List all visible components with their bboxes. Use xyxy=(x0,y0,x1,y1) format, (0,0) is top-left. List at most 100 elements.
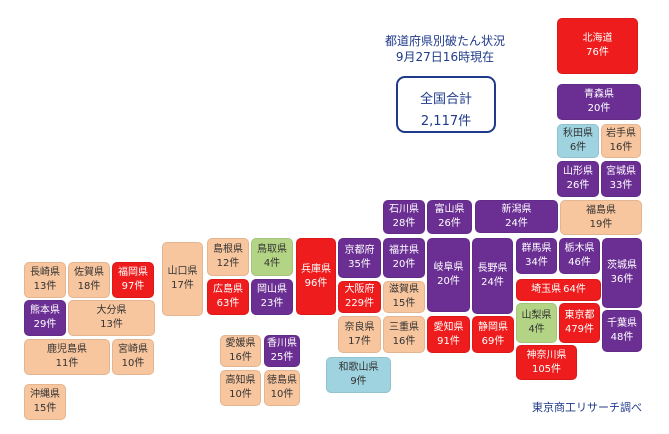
pref-name-label: 岩手県 xyxy=(606,128,636,139)
pref-name-label: 三重県 xyxy=(389,321,419,333)
pref-gunma: 群馬県 34件 xyxy=(516,238,557,274)
pref-shiga: 滋賀県 15件 xyxy=(383,281,425,313)
pref-name-label: 愛知県 xyxy=(433,321,464,333)
pref-name-label: 沖縄県 xyxy=(30,389,60,400)
pref-name-label: 福島県 xyxy=(586,204,616,216)
pref-fukuoka: 福岡県 97件 xyxy=(112,262,154,298)
pref-name-label: 大阪府 xyxy=(344,284,375,295)
pref-name-label: 福井県 xyxy=(389,245,419,256)
pref-name-label: 宮崎県 xyxy=(118,344,148,355)
pref-name-label: 新潟県 xyxy=(501,203,532,215)
pref-name-label: 栃木県 xyxy=(564,243,595,254)
pref-tokyo: 東京都 479件 xyxy=(559,303,600,343)
pref-count-label: 97件 xyxy=(121,281,145,292)
pref-name-label: 鹿児島県 xyxy=(47,344,87,355)
national-total-box: 全国合計 2,117件 xyxy=(396,76,496,133)
pref-name-label: 島根県 xyxy=(213,244,243,255)
pref-saga: 佐賀県 18件 xyxy=(68,262,110,298)
pref-miyazaki: 宮崎県 10件 xyxy=(112,339,154,375)
pref-count-label: 19件 xyxy=(589,218,613,230)
title-line-2: 9月27日16時現在 xyxy=(395,50,495,64)
pref-count-label: 11件 xyxy=(55,358,79,369)
pref-kanagawa: 神奈川県 105件 xyxy=(516,345,577,380)
pref-chiba: 千葉県 48件 xyxy=(602,310,642,352)
pref-wakayama: 和歌山県 9件 xyxy=(326,357,391,393)
source-credit: 東京商工リサーチ調べ xyxy=(532,401,642,414)
pref-name-label: 福岡県 xyxy=(118,267,148,278)
pref-count-label: 23件 xyxy=(260,298,284,309)
pref-yamanashi: 山梨県 4件 xyxy=(516,303,557,343)
pref-name-label: 鳥取県 xyxy=(257,244,287,255)
pref-ibaraki: 茨城県 36件 xyxy=(602,238,642,308)
pref-nagasaki: 長崎県 13件 xyxy=(24,262,66,298)
pref-name-label: 山口県 xyxy=(167,266,198,277)
pref-count-label: 29件 xyxy=(33,319,57,330)
pref-mie: 三重県 16件 xyxy=(383,316,425,353)
pref-tochigi: 栃木県 46件 xyxy=(559,238,600,274)
pref-name-label: 長崎県 xyxy=(30,267,60,278)
pref-name-label: 大分県 xyxy=(96,305,127,316)
pref-count-label: 18件 xyxy=(77,281,101,292)
pref-yamaguchi: 山口県 17件 xyxy=(162,242,203,316)
pref-name-label: 青森県 xyxy=(584,89,614,100)
pref-tokushima: 徳島県 10件 xyxy=(264,370,300,406)
pref-name-label: 長野県 xyxy=(477,263,508,274)
pref-count-label: 229件 xyxy=(344,298,375,309)
pref-count-label: 48件 xyxy=(610,332,634,343)
pref-count-label: 479件 xyxy=(564,324,595,335)
pref-name-label: 熊本県 xyxy=(30,305,60,316)
pref-tottori: 鳥取県 4件 xyxy=(251,238,293,276)
pref-count-label: 13件 xyxy=(33,281,57,292)
pref-count-label: 9件 xyxy=(350,376,367,387)
pref-name-label: 京都府 xyxy=(344,245,375,256)
pref-count-label: 13件 xyxy=(100,319,123,330)
pref-name-label: 岐阜県 xyxy=(433,262,464,273)
pref-name-label: 岡山県 xyxy=(257,284,287,295)
pref-name-label: 奈良県 xyxy=(344,321,375,333)
pref-count-label: 25件 xyxy=(270,352,294,363)
pref-count-label: 4件 xyxy=(263,258,281,269)
pref-count-label: 20件 xyxy=(392,259,416,270)
pref-count-label: 12件 xyxy=(216,258,240,269)
pref-kagoshima: 鹿児島県 11件 xyxy=(24,339,110,375)
pref-count-label: 63件 xyxy=(216,298,240,309)
pref-count-label: 20件 xyxy=(587,103,611,114)
pref-count-label: 17件 xyxy=(348,335,371,347)
pref-name-label: 山梨県 xyxy=(521,310,552,321)
pref-iwate: 岩手県 16件 xyxy=(601,124,641,158)
pref-count-label: 69件 xyxy=(481,335,505,347)
pref-name-label: 滋賀県 xyxy=(389,284,419,295)
pref-name-label: 高知県 xyxy=(225,375,256,386)
pref-count-label: 33件 xyxy=(609,180,633,191)
pref-name-label: 北海道 xyxy=(582,33,613,44)
pref-name-label: 兵庫県 xyxy=(301,263,331,275)
pref-kochi: 高知県 10件 xyxy=(220,370,261,406)
pref-count-label: 10件 xyxy=(121,358,145,369)
pref-count-label: 16件 xyxy=(229,352,252,363)
pref-name-label: 千葉県 xyxy=(607,318,637,329)
pref-nagano: 長野県 24件 xyxy=(472,238,513,314)
pref-okinawa: 沖縄県 15件 xyxy=(24,384,66,420)
pref-count-label: 16件 xyxy=(392,335,416,347)
pref-name-label: 香川県 xyxy=(267,338,297,349)
pref-ishikawa: 石川県 28件 xyxy=(383,200,425,234)
pref-name-label: 愛媛県 xyxy=(225,338,256,349)
pref-okayama: 岡山県 23件 xyxy=(251,279,293,315)
pref-hiroshima: 広島県 63件 xyxy=(207,279,249,315)
national-total-value: 2,117件 xyxy=(420,114,472,129)
pref-kagawa: 香川県 25件 xyxy=(264,335,300,367)
pref-name-label: 宮城県 xyxy=(606,166,636,177)
pref-count-label: 10件 xyxy=(229,389,252,400)
pref-count-label: 76件 xyxy=(586,47,609,58)
pref-hokkaido: 北海道 76件 xyxy=(557,18,638,74)
pref-yamagata: 山形県 26件 xyxy=(557,161,599,197)
national-total-label: 全国合計 xyxy=(419,92,472,107)
pref-kumamoto: 熊本県 29件 xyxy=(24,300,66,336)
pref-count-label: 46件 xyxy=(568,257,591,268)
pref-aichi: 愛知県 91件 xyxy=(427,316,470,353)
pref-hyogo: 兵庫県 96件 xyxy=(296,238,336,315)
pref-count-label: 24件 xyxy=(505,217,528,229)
pref-count-label: 10件 xyxy=(270,389,294,400)
pref-saitama: 埼玉県 64件 xyxy=(516,279,601,301)
pref-name-label: 富山県 xyxy=(434,204,465,215)
